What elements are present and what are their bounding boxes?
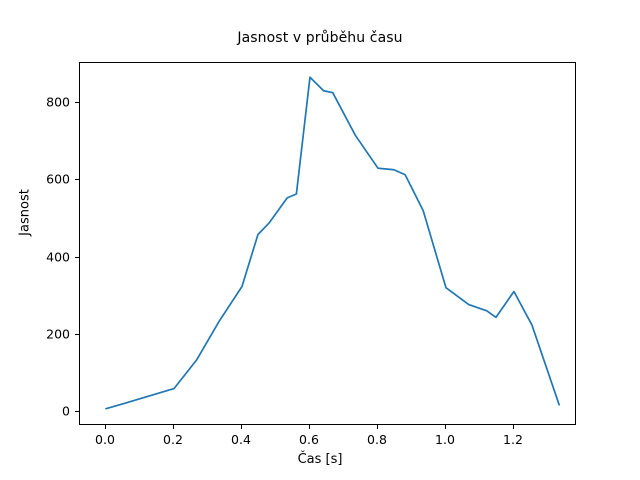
x-tick-mark-2 (241, 425, 242, 429)
x-tick-label-2: 0.4 (231, 432, 251, 447)
y-tick-mark-800 (75, 102, 79, 103)
x-tick-mark-0 (105, 425, 106, 429)
x-axis-tick-labels: 0.0 0.2 0.4 0.6 0.8 1.0 1.2 (0, 432, 640, 452)
page-title: Jasnost v průběhu času (237, 30, 403, 46)
x-tick-label-1: 0.2 (163, 432, 183, 447)
x-tick-label-4: 0.8 (367, 432, 387, 447)
x-tick-mark-5 (445, 425, 446, 429)
x-tick-mark-6 (513, 425, 514, 429)
data-line-svg (105, 76, 560, 410)
y-tick-mark-400 (75, 257, 79, 258)
y-axis-tick-labels: 0 200 400 600 800 (26, 0, 70, 480)
y-tick-mark-200 (75, 334, 79, 335)
x-tick-mark-3 (309, 425, 310, 429)
x-tick-label-0: 0.0 (95, 432, 115, 447)
x-axis-label: Čas [s] (297, 452, 343, 467)
plot-area (79, 62, 576, 425)
x-tick-label-5: 1.0 (435, 432, 455, 447)
y-tick-label-200: 200 (46, 326, 70, 342)
data-series-line (105, 76, 560, 410)
x-tick-mark-1 (173, 425, 174, 429)
y-tick-label-400: 400 (46, 249, 70, 265)
y-tick-mark-0 (75, 411, 79, 412)
y-tick-mark-600 (75, 179, 79, 180)
x-tick-label-6: 1.2 (503, 432, 523, 447)
x-tick-mark-4 (377, 425, 378, 429)
y-tick-label-800: 800 (46, 94, 70, 110)
x-tick-label-3: 0.6 (299, 432, 319, 447)
y-tick-label-600: 600 (46, 171, 70, 187)
y-tick-label-0: 0 (62, 403, 70, 419)
